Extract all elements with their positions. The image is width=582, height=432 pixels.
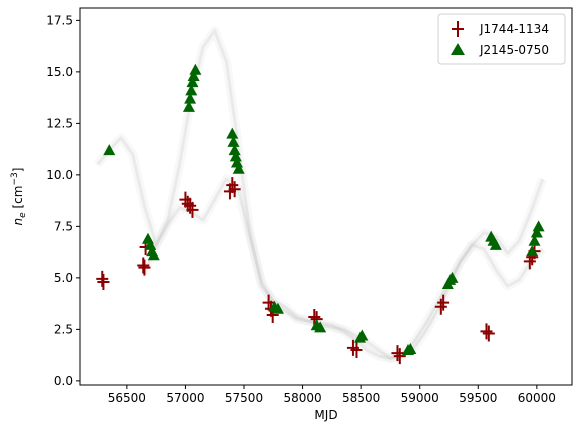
plot-frame [79,7,573,386]
marker-J2145-0750 [404,342,417,354]
legend-marker-J2145-0750 [451,43,465,55]
marker-J2145-0750 [182,100,195,112]
marker-J2145-0750 [528,234,541,246]
y-tick-label: 2.5 [54,322,73,336]
marker-J1744-1134 [480,323,493,340]
model-curve-1 [143,177,544,360]
marker-J2145-0750 [356,329,369,341]
y-tick-label: 5.0 [54,271,73,285]
x-axis-label: MJD [314,408,337,422]
legend-box [437,13,566,65]
x-tick-label: 60000 [518,391,556,405]
marker-J1744-1134 [308,309,321,326]
marker-J2145-0750 [189,63,202,75]
marker-J2145-0750 [144,238,157,250]
x-axis-ticks: 56500 57000 57500 58000 58500 59000 59500 60000 [108,385,556,405]
marker-J2145-0750 [232,162,245,174]
y-tick-label: 0.0 [54,374,73,388]
marker-J2145-0750 [227,135,240,147]
model-band-0 [94,26,547,363]
y-tick-label: 7.5 [54,219,73,233]
marker-J1744-1134 [137,257,150,274]
marker-J2145-0750 [187,69,200,81]
marker-J1744-1134 [350,341,363,358]
marker-J1744-1134 [184,197,197,214]
legend-label-J1744-1134: J1744-1134 [479,22,549,36]
legend-marker-J1744-1134 [452,21,464,37]
marker-J2145-0750 [230,156,243,168]
y-axis-label: ne [cm−3] [10,168,28,226]
y-tick-label: 17.5 [46,13,73,27]
marker-J2145-0750 [532,220,545,232]
model-band-1 [140,174,546,363]
x-tick-label: 59000 [401,391,439,405]
legend-label-J2145-0750: J2145-0750 [479,43,549,57]
marker-J1744-1134 [186,201,199,218]
marker-J2145-0750 [228,144,241,156]
x-tick-label: 56500 [108,391,146,405]
marker-J1744-1134 [393,348,406,365]
marker-J1744-1134 [437,294,450,311]
marker-J1744-1134 [226,177,239,194]
marker-J2145-0750 [226,127,239,139]
model-curve-0 [96,29,545,360]
marker-J2145-0750 [530,226,543,238]
data-points [96,63,545,365]
marker-J1744-1134 [138,259,151,276]
marker-J2145-0750 [526,245,539,257]
x-tick-label: 58500 [342,391,380,405]
marker-J2145-0750 [489,238,502,250]
background-model [94,26,547,363]
marker-J1744-1134 [391,345,404,362]
x-tick-label: 59500 [459,391,497,405]
marker-J1744-1134 [228,181,241,198]
marker-J2145-0750 [271,302,284,314]
marker-J2145-0750 [147,249,160,261]
marker-J2145-0750 [229,150,242,162]
marker-J2145-0750 [103,144,116,156]
marker-J2145-0750 [446,271,459,283]
x-tick-label: 58000 [283,391,321,405]
y-tick-label: 12.5 [46,116,73,130]
marker-J1744-1134 [97,273,110,290]
marker-J2145-0750 [314,321,327,333]
marker-J1744-1134 [482,325,495,342]
y-tick-label: 15.0 [46,65,73,79]
marker-J1744-1134 [96,270,109,287]
legend: J1744-1134 J2145-0750 [437,13,566,65]
marker-J1744-1134 [434,298,447,315]
marker-J2145-0750 [185,84,198,96]
x-tick-label: 57000 [166,391,204,405]
y-axis-ticks: 0.0 2.5 5.0 7.5 10.0 12.5 15.0 17.5 [46,13,80,388]
y-tick-label: 10.0 [46,168,73,182]
marker-J2145-0750 [184,92,197,104]
marker-J2145-0750 [186,76,199,88]
x-tick-label: 57500 [225,391,263,405]
